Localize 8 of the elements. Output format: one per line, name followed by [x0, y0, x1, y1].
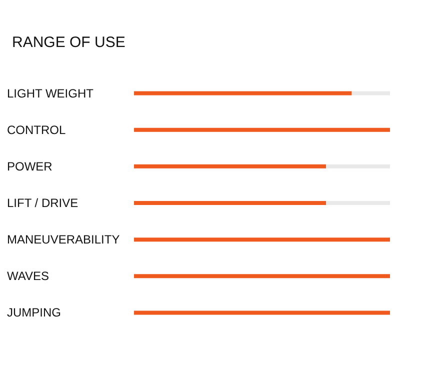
y-tick-label: MANEUVERABILITY [7, 232, 120, 247]
y-tick-label: WAVES [7, 269, 50, 284]
chart-title: RANGE OF USE [12, 34, 126, 51]
y-tick-label: CONTROL [7, 122, 66, 137]
y-tick-label: POWER [7, 159, 53, 174]
y-tick-label: LIFT / DRIVE [7, 196, 78, 210]
y-tick-label: JUMPING [7, 306, 61, 320]
y-tick-label: LIGHT WEIGHT [7, 86, 94, 100]
